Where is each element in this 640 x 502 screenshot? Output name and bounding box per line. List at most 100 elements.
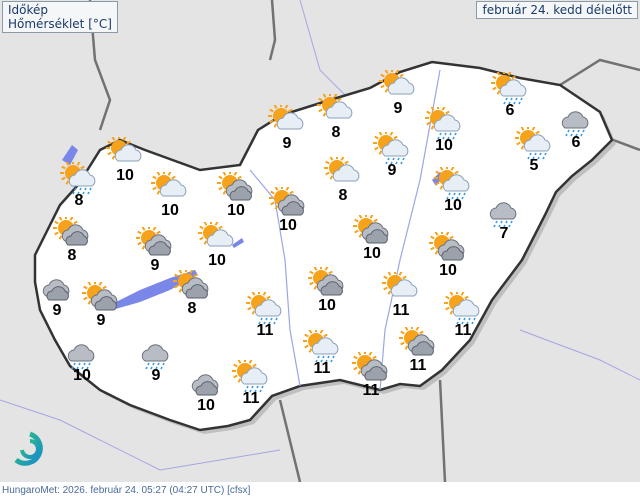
temperature-value: 10 <box>73 367 91 384</box>
temperature-value: 9 <box>282 135 292 152</box>
cloud-icon <box>240 367 268 385</box>
temperature-value: 10 <box>439 262 457 279</box>
temperature-value: 7 <box>499 225 509 242</box>
station-forecast: 11 <box>231 360 271 420</box>
temperature-value: 8 <box>67 247 77 264</box>
station-forecast: 8 <box>316 94 356 154</box>
station-forecast: 9 <box>378 70 418 130</box>
rain-icon <box>446 192 466 200</box>
temperature-value: 10 <box>116 167 134 184</box>
inner-rivers <box>249 69 441 391</box>
station-forecast: 10 <box>62 337 102 397</box>
cloud-icon <box>381 139 409 157</box>
temperature-value: 10 <box>208 252 226 269</box>
rain-icon <box>145 362 165 370</box>
station-forecast: 10 <box>433 167 473 227</box>
temperature-value: 11 <box>362 382 380 399</box>
rain-icon <box>258 317 278 325</box>
rain-icon <box>527 152 547 160</box>
cloud-icon <box>181 277 209 299</box>
station-forecast: 10 <box>268 187 308 247</box>
temperature-value: 10 <box>227 202 245 219</box>
cloud-icon <box>61 224 89 246</box>
cloud-icon <box>499 79 527 97</box>
station-forecast: 10 <box>352 215 392 275</box>
station-forecast: 5 <box>514 127 554 187</box>
date-label: február 24. kedd délelőtt <box>476 1 638 19</box>
cloud-icon <box>561 111 589 129</box>
station-forecast: 11 <box>398 327 438 387</box>
temperature-value: 5 <box>529 157 539 174</box>
cloud-icon <box>489 202 517 220</box>
footer-credit: HungaroMet: 2026. február 24. 05:27 (04:… <box>0 482 640 502</box>
cloud-icon <box>141 344 169 362</box>
temperature-value: 8 <box>187 300 197 317</box>
map-title: Időkép <box>8 3 49 17</box>
temperature-value: 10 <box>444 197 462 214</box>
station-forecast: 11 <box>245 292 285 352</box>
cloud-icon <box>90 289 118 311</box>
station-forecast: 9 <box>81 282 121 342</box>
hungaromet-logo-icon <box>14 431 43 466</box>
rain-icon <box>493 220 513 228</box>
cloud-icon <box>311 337 339 355</box>
cloud-icon <box>390 279 418 297</box>
station-forecast: 10 <box>216 172 256 232</box>
station-forecast: 8 <box>172 270 212 330</box>
station-forecast: 9 <box>136 337 176 397</box>
station-forecast: 10 <box>197 222 237 282</box>
cloud-icon <box>407 334 435 356</box>
temperature-value: 8 <box>338 187 348 204</box>
temperature-value: 11 <box>409 357 427 374</box>
rain-icon <box>71 362 91 370</box>
legend-box: Időkép Hőmérséklet [°C] <box>2 1 118 33</box>
temperature-value: 11 <box>242 390 260 407</box>
cloud-icon <box>159 179 187 197</box>
cloud-icon <box>42 279 70 301</box>
map-subtitle: Hőmérséklet [°C] <box>8 17 112 31</box>
temperature-value: 11 <box>392 302 410 319</box>
cloud-icon <box>68 169 96 187</box>
station-forecast: 8 <box>59 162 99 222</box>
station-forecast: 10 <box>105 137 145 197</box>
lake-velence <box>232 238 244 248</box>
station-forecast: 10 <box>428 232 468 292</box>
temperature-value: 9 <box>150 257 160 274</box>
cloud-icon <box>361 222 389 244</box>
rain-icon <box>244 385 264 393</box>
rivers <box>0 0 640 471</box>
temperature-value: 11 <box>256 322 274 339</box>
cloud-icon <box>332 164 360 182</box>
station-forecast: 7 <box>484 195 524 255</box>
cloud-icon <box>114 144 142 162</box>
cloud-icon <box>523 134 551 152</box>
cloud-icon <box>325 101 353 119</box>
station-forecast: 9 <box>267 105 307 165</box>
cloud-icon <box>442 174 470 192</box>
temperature-value: 8 <box>74 192 84 209</box>
cloud-icon <box>387 77 415 95</box>
map-canvas <box>0 0 640 482</box>
cloud-icon <box>452 299 480 317</box>
temperature-value: 11 <box>313 360 331 377</box>
station-forecast: 9 <box>372 132 412 192</box>
temperature-value: 9 <box>52 302 62 319</box>
cloud-icon <box>277 194 305 216</box>
station-forecast: 11 <box>302 330 342 390</box>
temperature-value: 8 <box>331 124 341 141</box>
cloud-icon <box>225 179 253 201</box>
temperature-value: 10 <box>363 245 381 262</box>
station-forecast: 8 <box>323 157 363 217</box>
temperature-value: 9 <box>151 367 161 384</box>
station-forecast: 6 <box>556 104 596 164</box>
cloud-icon <box>67 344 95 362</box>
temperature-value: 6 <box>505 102 515 119</box>
rain-icon <box>456 317 476 325</box>
cloud-icon <box>316 274 344 296</box>
rain-icon <box>565 129 585 137</box>
temperature-value: 10 <box>318 297 336 314</box>
cloud-icon <box>276 112 304 130</box>
sun-icon <box>373 132 399 156</box>
temperature-value: 11 <box>454 322 472 339</box>
neighbor-borders <box>88 0 640 482</box>
